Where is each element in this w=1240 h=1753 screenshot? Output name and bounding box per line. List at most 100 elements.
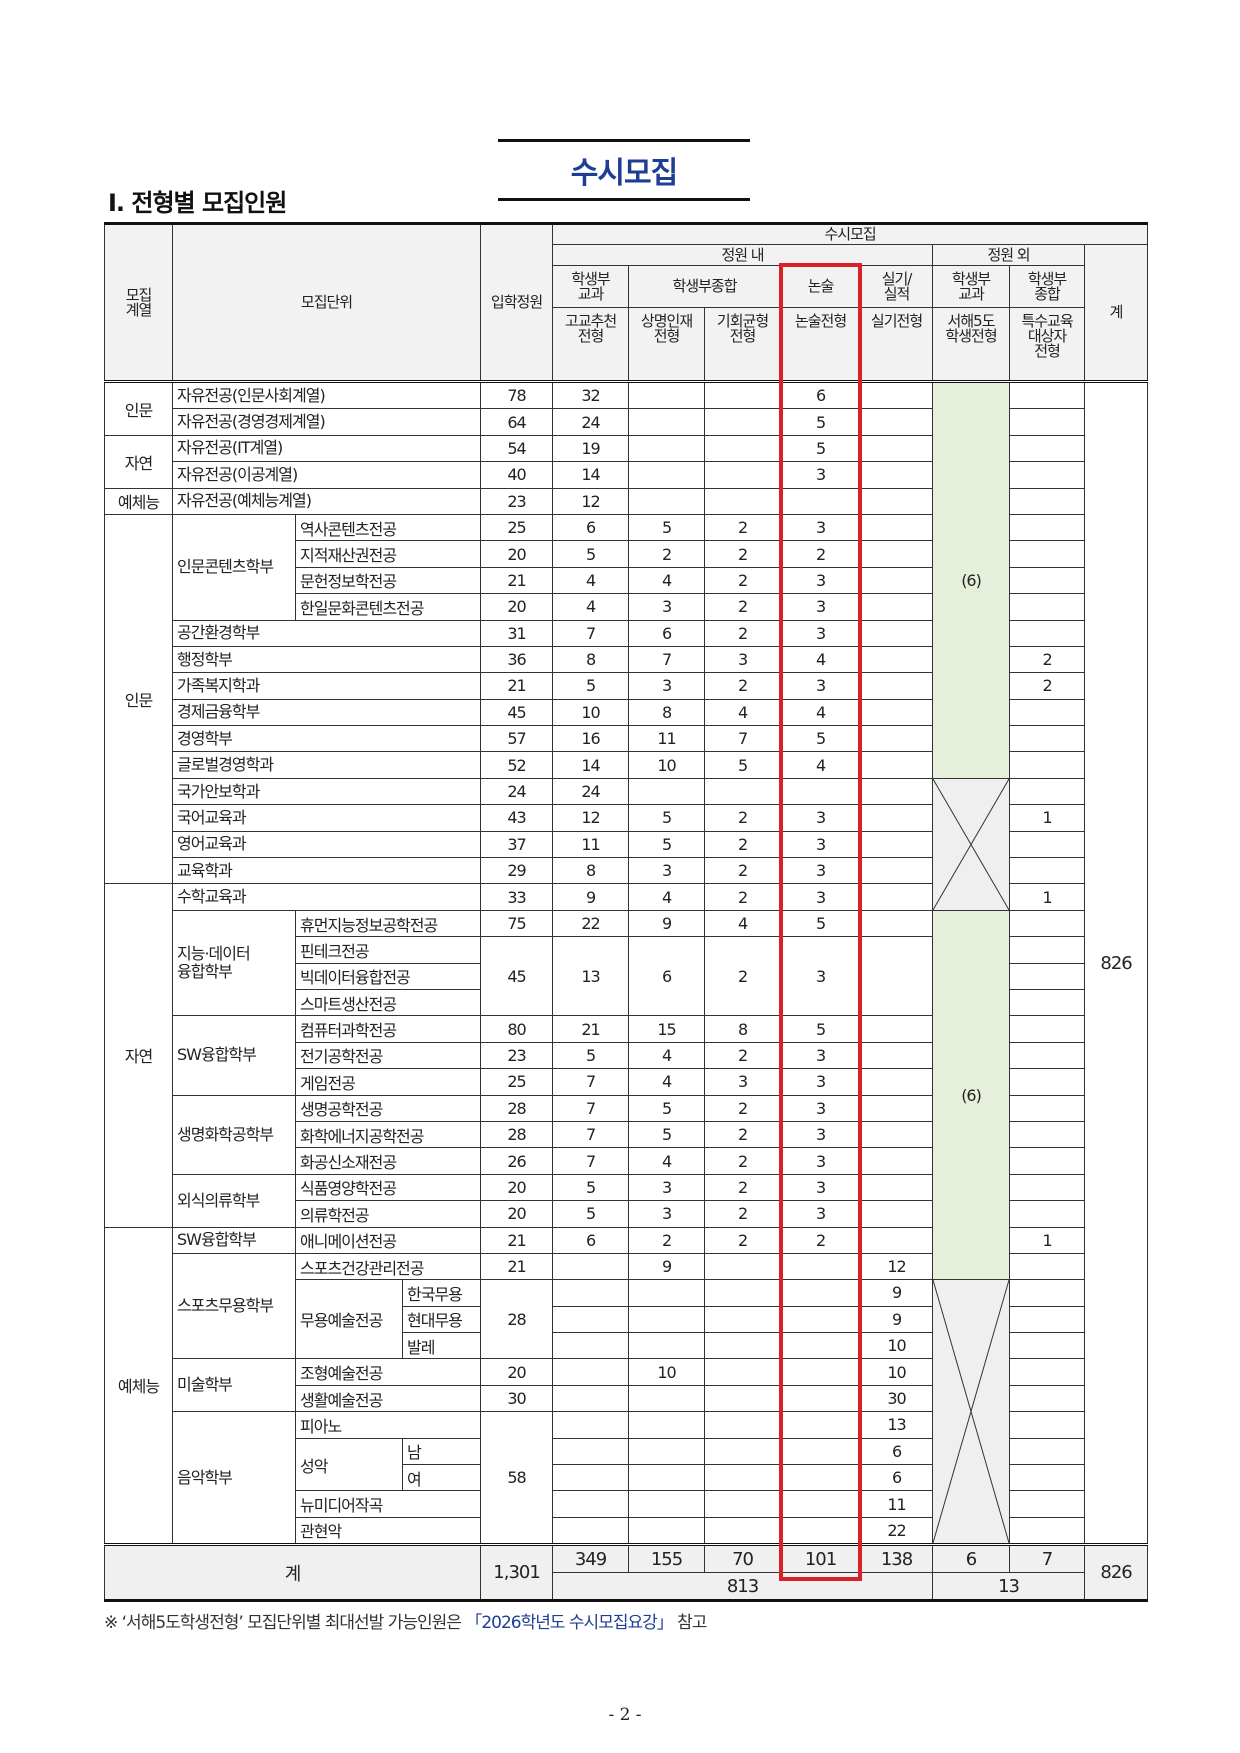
header-track-silgi: 실기전형	[860, 307, 934, 383]
gihoe-count: 3	[704, 645, 782, 674]
silgi-count	[860, 380, 934, 410]
special-ed-count	[1009, 857, 1086, 885]
sangmyung-count	[628, 1516, 706, 1546]
header-out-quota: 정원 외	[932, 244, 1086, 266]
quota-cell: 25	[480, 513, 554, 542]
nonsul-count: 3	[780, 1094, 862, 1122]
table-row: 경영학부 57 16 11 7 5	[105, 725, 1148, 753]
track-cell: 한국무용	[401, 1279, 482, 1307]
silgi-count: 30	[860, 1384, 934, 1413]
quota-cell: 20	[480, 593, 554, 621]
gogyo-count: 21	[552, 1015, 630, 1043]
sangmyung-count: 4	[628, 566, 706, 595]
sangmyung-count	[628, 1490, 706, 1518]
nonsul-count: 5	[780, 434, 862, 463]
total-in-quota-sum: 813	[552, 1572, 934, 1603]
quota-cell: 21	[480, 672, 554, 700]
nonsul-count	[780, 1305, 862, 1334]
major-cell: 전기공학전공	[294, 1041, 482, 1070]
gogyo-count: 5	[552, 1041, 630, 1070]
track-cell: 발레	[401, 1332, 482, 1360]
quota-cell: 20	[480, 540, 554, 568]
title-rule-bottom	[498, 198, 750, 201]
unit-cell: 경영학부	[171, 725, 482, 753]
major-cell: 스포츠건강관리전공	[294, 1252, 482, 1281]
silgi-count	[860, 408, 934, 436]
sangmyung-count: 6	[628, 619, 706, 647]
sangmyung-count: 5	[628, 513, 706, 542]
nonsul-count: 3	[780, 936, 862, 1017]
special-ed-count	[1009, 1015, 1086, 1043]
silgi-count: 9	[860, 1305, 934, 1334]
major-cell: 문헌정보학전공	[294, 566, 482, 595]
sangmyung-count	[628, 434, 706, 463]
special-ed-count	[1009, 408, 1086, 436]
gihoe-count: 2	[704, 540, 782, 568]
gogyo-count: 7	[552, 1068, 630, 1096]
nonsul-count: 3	[780, 461, 862, 489]
gihoe-count: 2	[704, 1147, 782, 1175]
sangmyung-count: 15	[628, 1015, 706, 1043]
special-ed-count: 1	[1009, 883, 1086, 911]
header-in-quota: 정원 내	[552, 244, 934, 266]
quota-cell: 58	[480, 1411, 554, 1546]
table-row: 스포츠무용학부 스포츠건강관리전공 21 9 12	[105, 1252, 1148, 1360]
table-row: 관현악 22	[105, 1516, 1148, 1546]
category-cell: 인문	[104, 381, 173, 436]
nonsul-count	[780, 1332, 862, 1360]
silgi-count	[860, 540, 934, 568]
total-label: 계	[103, 1543, 482, 1603]
table-row: 스마트생산전공	[105, 988, 1148, 1017]
gihoe-count	[704, 1252, 782, 1281]
sangmyung-count: 3	[628, 593, 706, 621]
table-row: 글로벌경영학과 52 14 10 5 4	[105, 751, 1148, 779]
special-ed-count	[1009, 1516, 1086, 1546]
gogyo-count	[552, 1516, 630, 1546]
silgi-count: 9	[860, 1279, 934, 1307]
special-ed-count	[1009, 1384, 1086, 1413]
gogyo-count: 7	[552, 619, 630, 647]
gogyo-count: 11	[552, 830, 630, 859]
table-row: 인문 자유전공(인문사회계열) 78 32 6 (6) 826	[104, 380, 1149, 1546]
table-row: 핀테크전공 45 13 6 2 3	[105, 936, 1148, 1017]
nonsul-count: 3	[780, 804, 862, 832]
silgi-count	[860, 1068, 934, 1096]
special-ed-count	[1009, 593, 1086, 621]
gihoe-count	[704, 1279, 782, 1307]
gihoe-count: 2	[704, 936, 782, 1017]
sangmyung-count: 4	[628, 883, 706, 911]
seohae-not-applicable-cell	[932, 1279, 1011, 1546]
table-row: 교육학과 29 8 3 2 3	[105, 857, 1148, 885]
silgi-count: 10	[860, 1332, 934, 1360]
major-cell: 피아노	[294, 1411, 482, 1439]
table-row: 자유전공(이공계열) 40 14 3	[105, 461, 1148, 489]
silgi-count	[860, 513, 934, 542]
admission-quota-table: 모집 계열 모집단위 입학정원 수시모집 정원 내 정원 외 계 학생부 교과 …	[103, 222, 1149, 1603]
quota-cell: 36	[480, 645, 554, 674]
major-cell: 성악	[295, 1437, 403, 1492]
sangmyung-count: 10	[628, 1358, 706, 1386]
gogyo-count	[552, 1305, 630, 1334]
quota-cell: 40	[480, 461, 554, 489]
silgi-count	[860, 857, 934, 885]
special-ed-count	[1009, 1411, 1086, 1439]
sangmyung-count	[628, 1464, 706, 1492]
silgi-count	[860, 804, 934, 832]
sangmyung-count	[628, 461, 706, 489]
nonsul-count: 3	[780, 1173, 862, 1202]
gihoe-count: 2	[704, 1200, 782, 1228]
gogyo-count: 8	[552, 857, 630, 885]
gogyo-count: 22	[552, 909, 630, 938]
gihoe-count	[704, 434, 782, 463]
gihoe-count	[704, 461, 782, 489]
sangmyung-count	[628, 777, 706, 806]
gihoe-count	[704, 1437, 782, 1466]
unit-cell: 행정학부	[171, 645, 482, 674]
sangmyung-count: 11	[628, 725, 706, 753]
quota-cell: 45	[480, 936, 554, 1017]
quota-cell: 20	[480, 1358, 554, 1386]
major-cell: 조형예술전공	[294, 1358, 482, 1386]
gihoe-count: 2	[704, 804, 782, 832]
gihoe-count: 2	[704, 830, 782, 859]
